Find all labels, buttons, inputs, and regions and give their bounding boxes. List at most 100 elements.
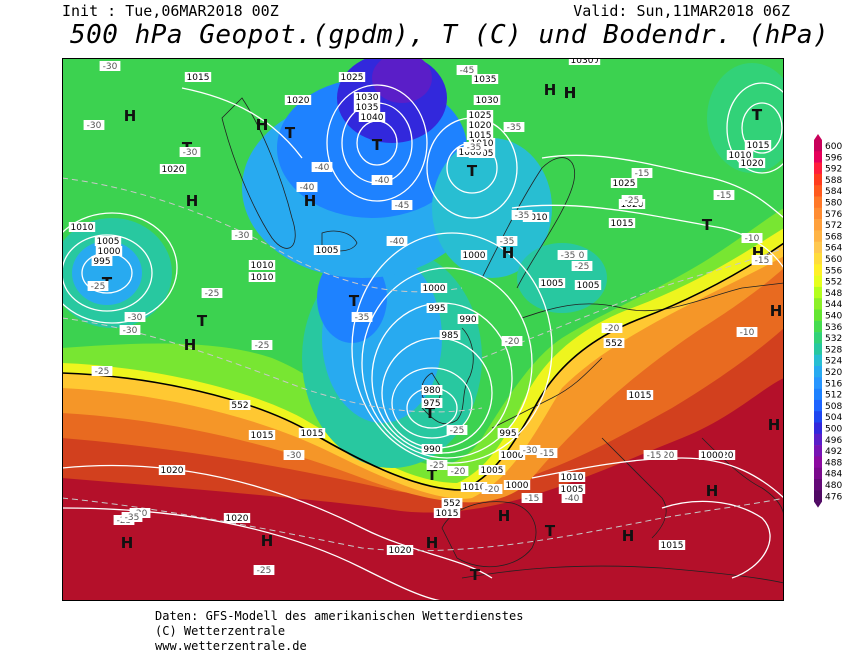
label-background — [421, 444, 443, 454]
pressure-label: 975 — [423, 399, 440, 409]
label-background — [446, 425, 468, 435]
legend-swatch — [814, 411, 822, 423]
legend-value: 596 — [825, 153, 842, 163]
temperature-label: -20 — [485, 485, 500, 495]
temperature-label: -30 — [87, 121, 102, 131]
isotherm — [481, 247, 784, 359]
label-background — [311, 162, 333, 172]
pressure-label: 1010 — [525, 213, 548, 223]
label-background — [481, 484, 503, 494]
temperature-label: -15 — [635, 169, 650, 179]
temperature-label: -30 — [128, 313, 143, 323]
pressure-label: 1025 — [341, 73, 364, 83]
pressure-label: 1005 — [316, 246, 339, 256]
legend-swatch — [814, 140, 822, 152]
pressure-label: 1020 — [741, 159, 764, 169]
label-background — [159, 164, 187, 174]
label-background — [351, 312, 373, 322]
pressure-label: 1015 — [301, 429, 324, 439]
high-pressure-marker: H — [768, 416, 781, 434]
isobars — [62, 82, 784, 601]
high-pressure-marker: H — [426, 534, 439, 552]
label-background — [99, 61, 121, 71]
low-pressure-marker: T — [349, 292, 360, 310]
footer-source: Daten: GFS-Modell des amerikanischen Wet… — [155, 609, 524, 623]
label-background — [713, 190, 735, 200]
label-background — [421, 398, 443, 408]
legend-value: 564 — [825, 244, 842, 254]
label-background — [68, 222, 96, 232]
label-background — [457, 314, 479, 324]
coast-france — [491, 357, 603, 429]
temperature-label: -25 — [91, 282, 106, 292]
footer-url[interactable]: www.wetterzentrale.de — [155, 639, 307, 653]
high-pressure-marker: H — [498, 507, 511, 525]
pressure-label: 1035 — [474, 75, 497, 85]
label-background — [371, 175, 393, 185]
temperature-label: -30 — [523, 446, 538, 456]
label-background — [284, 95, 312, 105]
label-background — [466, 130, 494, 140]
label-background — [558, 472, 586, 482]
legend-arrow-bottom — [814, 501, 822, 508]
label-background — [643, 450, 665, 460]
pressure-label: 1010 — [251, 261, 274, 271]
temperature-label: -35 — [355, 313, 370, 323]
high-pressure-marker: H — [256, 116, 269, 134]
weather-map: HHHHHHHHHHHHHHHHHHHTTTTTTTTTTTTTTT101510… — [62, 58, 784, 601]
high-pressure-marker: H — [502, 244, 515, 262]
legend-swatch — [814, 366, 822, 378]
label-background — [353, 102, 381, 112]
legend-swatches: 6005965925885845805765725685645605565525… — [814, 134, 842, 508]
map-labels: HHHHHHHHHHHHHHHHHHHTTTTTTTTTTTTTTT101510… — [68, 58, 782, 584]
temperature-label: -35 — [561, 251, 576, 261]
label-background — [426, 460, 448, 470]
label-background — [223, 513, 251, 523]
label-background — [313, 245, 341, 255]
temperature-label: -15 — [717, 191, 732, 201]
legend-swatch — [814, 467, 822, 480]
pressure-label: 1010 — [251, 273, 274, 283]
label-background — [439, 330, 461, 340]
legend-swatch — [814, 185, 822, 197]
temperature-label: -15 — [525, 494, 540, 504]
label-background — [251, 340, 273, 350]
high-pressure-marker: H — [304, 192, 317, 210]
temperature-label: -30 — [103, 62, 118, 72]
temperature-label: -35 — [467, 143, 482, 153]
low-pressure-marker: T — [427, 466, 438, 484]
legend-swatch — [814, 298, 822, 310]
temperature-label: -25 — [450, 426, 465, 436]
legend-value: 592 — [825, 165, 842, 175]
label-background — [201, 288, 223, 298]
label-background — [511, 210, 533, 220]
coast-britain — [421, 327, 474, 425]
pressure-label: 1005 — [561, 485, 584, 495]
legend-value: 528 — [825, 345, 842, 355]
init-time: Init : Tue,06MAR2018 00Z — [62, 2, 279, 20]
label-background — [736, 327, 758, 337]
low-pressure-marker: T — [425, 404, 436, 422]
legend-swatch — [814, 422, 822, 435]
label-background — [571, 261, 593, 271]
pressure-label: 1005 — [97, 237, 120, 247]
isobar — [391, 367, 473, 439]
coast-greenland — [221, 97, 296, 249]
label-background — [298, 428, 326, 438]
isobar — [511, 204, 784, 269]
footer: Daten: GFS-Modell des amerikanischen Wet… — [155, 609, 523, 654]
pressure-label: 1005 — [577, 281, 600, 291]
label-background — [726, 150, 754, 160]
legend-swatch — [814, 445, 822, 457]
temperature-label: -40 — [565, 494, 580, 504]
legend-value: 516 — [825, 379, 842, 389]
temperature-label: -25 — [575, 262, 590, 272]
label-background — [568, 58, 596, 65]
low-pressure-marker: T — [372, 136, 383, 154]
pressure-label: 1020 — [226, 514, 249, 524]
label-background — [460, 482, 488, 492]
coast-norway — [481, 157, 576, 289]
label-background — [253, 565, 275, 575]
high-pressure-marker: H — [124, 107, 137, 125]
legend-value: 532 — [825, 334, 842, 344]
